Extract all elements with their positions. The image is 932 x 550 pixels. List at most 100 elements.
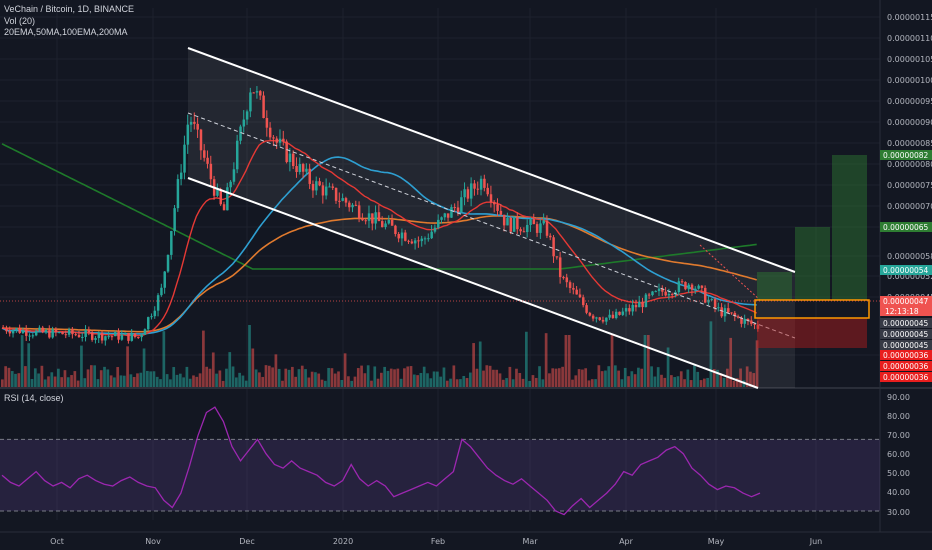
candle-body (453, 207, 456, 209)
price-tick-label: 0.00000070 (887, 202, 932, 211)
candle (84, 325, 87, 342)
candle (107, 331, 110, 340)
volume-bar (17, 373, 21, 387)
candle-body (249, 92, 252, 112)
candle-body (196, 123, 199, 130)
candle (463, 182, 466, 206)
volume-bar (248, 325, 251, 387)
volume-bar (640, 368, 644, 387)
volume-bar (633, 374, 637, 387)
candle-body (41, 327, 45, 333)
candle-body (315, 181, 318, 191)
candle-body (397, 233, 400, 239)
price-tag-label: 0.00000036 (883, 362, 929, 371)
candle (259, 89, 262, 100)
volume-bar (228, 352, 232, 387)
candle-body (61, 331, 64, 335)
volume-bar (86, 369, 90, 387)
volume-bar (333, 373, 337, 387)
candle-body (140, 334, 143, 338)
candle (71, 326, 74, 339)
volume-bar (139, 372, 143, 387)
candle-body (242, 119, 246, 127)
candle-body (456, 207, 460, 213)
candle (351, 203, 354, 213)
candle (331, 183, 335, 191)
volume-bar (482, 370, 485, 387)
candle (568, 280, 572, 294)
candle (305, 163, 308, 175)
volume-bar (666, 347, 670, 387)
channel-upper-line (187, 47, 796, 273)
candle-body (413, 240, 417, 244)
candle-body (384, 223, 387, 228)
candle (717, 302, 720, 312)
candle-body (443, 213, 447, 218)
candle-body (628, 308, 631, 312)
price-tick-label: 0.00000105 (887, 55, 932, 64)
candle-body (58, 331, 61, 333)
candle (598, 316, 602, 321)
candle-body (680, 281, 684, 283)
candle (516, 212, 519, 235)
candle-body (753, 323, 756, 325)
candle-body (338, 200, 341, 202)
volume-bar (389, 368, 393, 387)
candle-body (173, 208, 176, 232)
candle-body (150, 316, 153, 318)
price-tag-bg (880, 350, 932, 360)
volume-bar (689, 380, 693, 387)
candle-body (110, 336, 114, 338)
volume-bar (360, 365, 363, 387)
candle (460, 190, 463, 213)
candle-body (552, 237, 555, 257)
volume-bar (281, 380, 284, 387)
volume-bar (24, 366, 27, 387)
price-tick-label: 0.00000075 (887, 181, 932, 190)
price-tag-label: 0.00000045 (883, 330, 929, 339)
candle (265, 110, 269, 137)
volume-bar (386, 370, 390, 387)
price-tick-label: 0.00000058 (887, 252, 932, 261)
volume-bar (627, 376, 630, 387)
stop-loss-box (757, 318, 867, 348)
volume-bar (284, 368, 288, 387)
candle-body (427, 238, 430, 240)
price-tick-label: 0.00000095 (887, 97, 932, 106)
candle-body (618, 311, 621, 315)
candle (621, 307, 625, 317)
volume-bar (590, 379, 594, 387)
volume-bar (617, 370, 620, 387)
candle (713, 296, 717, 313)
price-tag: 0.00000054 (880, 265, 932, 275)
candle-body (423, 238, 427, 240)
candle-body (5, 328, 8, 332)
volume-bar (673, 377, 677, 387)
volume-bar (109, 375, 113, 387)
candle (545, 215, 549, 239)
candle-body (496, 204, 499, 211)
candle-body (677, 281, 681, 293)
volume-bar (43, 379, 47, 387)
candle-body (107, 336, 110, 338)
candle-body (8, 331, 12, 334)
volume-bar (403, 368, 406, 387)
candle-body (621, 311, 625, 315)
candle-body (219, 189, 223, 205)
candle (614, 308, 618, 320)
candle-body (153, 310, 157, 317)
candle (526, 219, 529, 238)
volume-bar (323, 380, 327, 387)
volume-bar (712, 369, 716, 387)
volume-bar (419, 372, 423, 387)
candle-body (18, 328, 21, 334)
volume-bar (752, 373, 756, 387)
candle (15, 327, 18, 333)
candle (48, 325, 51, 339)
candle (308, 163, 311, 190)
volume-bar (676, 376, 680, 387)
candle (31, 333, 35, 339)
candle-body (87, 329, 91, 333)
price-tag: 0.00000082 (880, 150, 932, 160)
